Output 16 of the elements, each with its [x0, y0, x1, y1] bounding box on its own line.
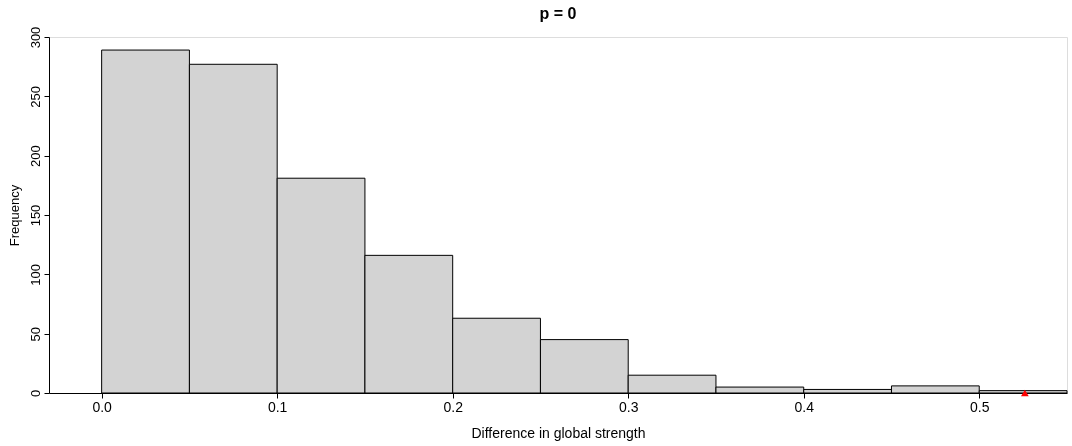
- y-tick-label: 150: [27, 204, 43, 227]
- x-tick-label: 0.4: [794, 398, 815, 415]
- x-tick-label: 0.2: [443, 398, 464, 415]
- x-tick-label: 0.3: [618, 398, 639, 415]
- y-tick-label: 100: [27, 263, 43, 286]
- x-tick-label: 0.0: [92, 398, 113, 415]
- y-axis-title: Frequency: [6, 184, 22, 247]
- y-tick-label: 200: [27, 145, 43, 168]
- chart-title: p = 0: [539, 5, 577, 23]
- y-tick-label: 0: [27, 389, 43, 398]
- y-tick-label: 50: [27, 326, 43, 342]
- y-tick-label: 250: [27, 85, 43, 108]
- x-tick-label: 0.5: [970, 398, 990, 415]
- x-tick-label: 0.1: [267, 398, 288, 415]
- x-axis-title: Difference in global strength: [471, 424, 646, 441]
- y-tick-label: 300: [27, 26, 43, 49]
